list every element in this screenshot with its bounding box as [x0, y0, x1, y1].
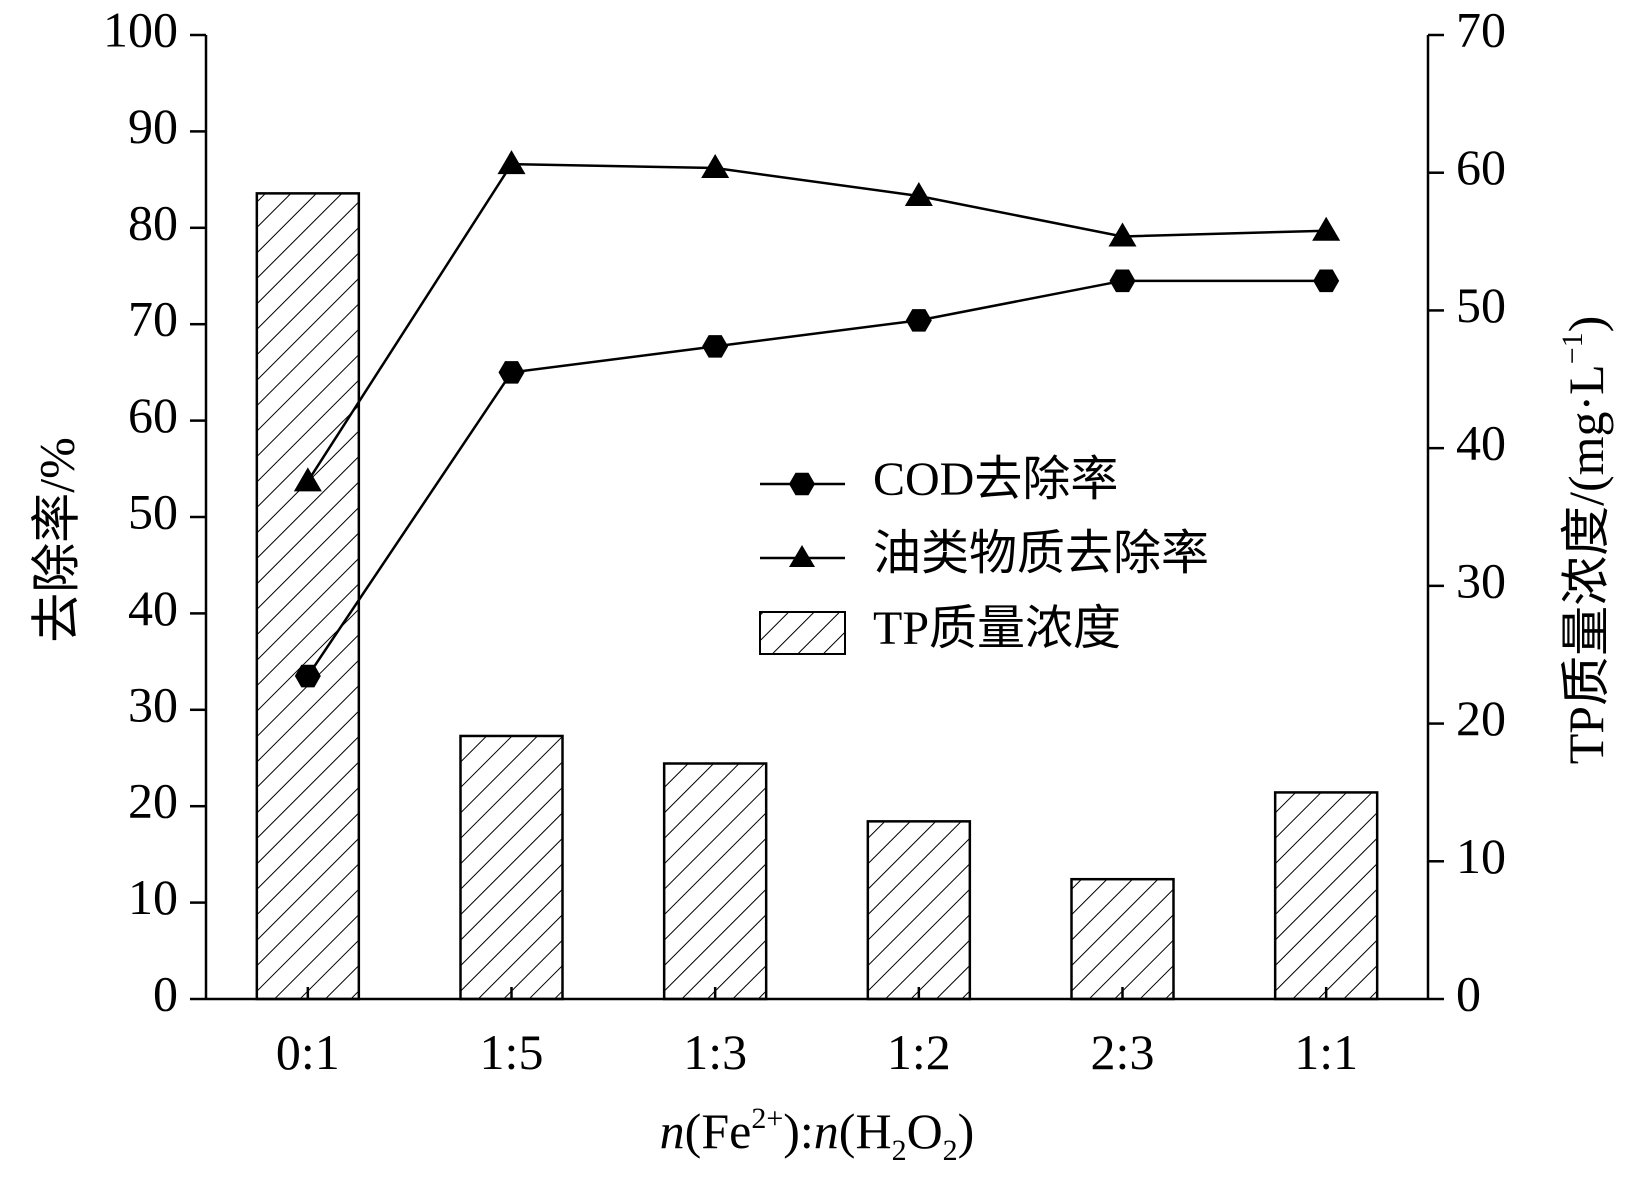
right-tick-label: 40 — [1456, 415, 1506, 471]
tp-bar — [866, 820, 972, 1001]
bars-layer — [255, 192, 1379, 1001]
x-tick-label: 2:3 — [1091, 1024, 1155, 1080]
x-axis-title: n(Fe2+):n(H2O2) — [660, 1102, 975, 1167]
x-title-o-sub: 2 — [943, 1134, 958, 1167]
x-tick-label: 1:1 — [1294, 1024, 1358, 1080]
oil-point — [1108, 222, 1137, 247]
legend-cod-marker — [789, 472, 815, 496]
oil-point — [701, 154, 730, 179]
legend-tp-label: TP质量浓度 — [873, 602, 1121, 655]
left-tick-label: 60 — [128, 387, 178, 443]
left-tick-label: 30 — [128, 676, 178, 732]
right-tick-label: 50 — [1456, 277, 1506, 333]
oil-point — [293, 467, 322, 492]
cod-point — [294, 664, 321, 688]
left-tick-label: 70 — [128, 291, 178, 347]
x-title-h: (H — [839, 1103, 892, 1159]
left-tick-label: 10 — [128, 869, 178, 925]
cod-line — [306, 279, 1327, 677]
tp-bar — [662, 762, 768, 1001]
x-tick-label: 0:1 — [276, 1024, 340, 1080]
cod-point — [1109, 269, 1136, 293]
x-title-fe-sup: 2+ — [751, 1102, 783, 1135]
x-tick-label: 1:5 — [480, 1024, 544, 1080]
legend-oil-marker — [789, 545, 815, 567]
tp-bar — [255, 192, 361, 1001]
cod-point — [905, 309, 932, 332]
x-title-h-sub: 2 — [892, 1134, 907, 1167]
x-title-n1: n — [660, 1103, 685, 1159]
right-axis-title-main: TP质量浓度/(mg·L — [1558, 364, 1614, 764]
x-title-close: ) — [958, 1103, 975, 1159]
legend-item-tp: TP质量浓度 — [759, 602, 1121, 655]
cod-point — [1313, 269, 1340, 293]
oil-point — [1312, 216, 1341, 241]
tp-bar — [1273, 791, 1379, 1001]
x-title-o: O — [907, 1103, 943, 1159]
right-tick-label: 10 — [1456, 828, 1506, 884]
legend-cod-label: COD去除率 — [873, 453, 1118, 506]
right-axis-title-sup: −1 — [1556, 332, 1589, 364]
cod-point — [498, 361, 525, 384]
x-tick-label: 1:2 — [887, 1024, 951, 1080]
right-tick-label: 30 — [1456, 552, 1506, 608]
tp-bar — [459, 734, 564, 1001]
tp-bar — [1070, 877, 1175, 1001]
oil-point — [904, 181, 933, 206]
left-tick-label: 50 — [128, 483, 178, 539]
right-tick-label: 0 — [1456, 965, 1481, 1021]
oil-point — [497, 150, 526, 175]
lines-layer — [306, 162, 1327, 677]
x-title-sep: ): — [783, 1103, 814, 1159]
x-tick-label: 1:3 — [683, 1024, 747, 1080]
legend-tp-swatch — [759, 611, 846, 655]
right-tick-label: 20 — [1456, 690, 1506, 746]
x-title-n2: n — [814, 1103, 839, 1159]
legend-item-cod: COD去除率 — [760, 453, 1118, 506]
legend: COD去除率 油类物质去除率 TP质量浓度 — [759, 453, 1209, 655]
right-axis-title: TP质量浓度/(mg·L−1) — [1556, 316, 1614, 765]
ticks-layer: 0 10 20 30 40 50 60 70 80 90 100 0 10 20 30 40 50 60 70 0:1… — [103, 1, 1506, 1080]
x-title-fe: (Fe — [685, 1103, 752, 1159]
left-tick-label: 40 — [128, 580, 178, 636]
legend-item-oil: 油类物质去除率 — [760, 527, 1209, 580]
left-tick-label: 0 — [153, 965, 178, 1021]
markers-layer — [293, 150, 1341, 688]
oil-line — [306, 162, 1327, 483]
left-tick-label: 90 — [128, 98, 178, 154]
right-axis-title-close: ) — [1558, 316, 1614, 333]
left-tick-label: 100 — [103, 1, 178, 57]
right-tick-label: 70 — [1456, 1, 1506, 57]
left-axis-title: 去除率/% — [28, 437, 84, 643]
right-tick-label: 60 — [1456, 139, 1506, 195]
legend-oil-label: 油类物质去除率 — [873, 527, 1209, 580]
cod-point — [702, 335, 729, 358]
left-tick-label: 20 — [128, 773, 178, 829]
left-tick-label: 80 — [128, 194, 178, 250]
